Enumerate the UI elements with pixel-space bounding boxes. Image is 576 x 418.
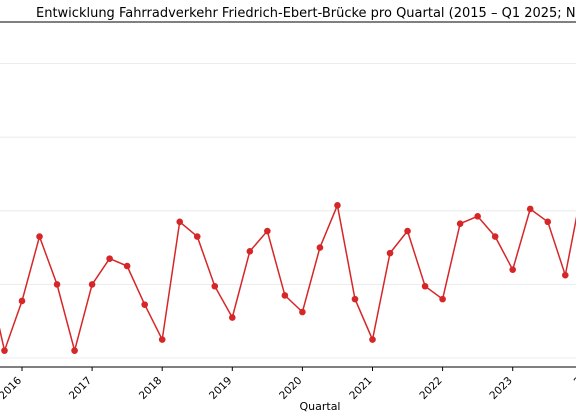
data-point	[491, 233, 499, 240]
data-point	[141, 301, 148, 308]
data-point	[421, 282, 429, 290]
data-point	[351, 295, 359, 303]
data-point	[106, 255, 113, 262]
data-point	[88, 281, 96, 288]
data-point	[193, 233, 201, 240]
series-1	[0, 201, 576, 354]
data-point	[176, 218, 184, 226]
x-axis-label: Quartal	[299, 400, 340, 413]
data-point	[281, 292, 289, 299]
data-point	[299, 308, 306, 316]
data-point	[211, 282, 219, 290]
data-point	[404, 227, 411, 235]
data-point	[229, 314, 236, 321]
x-tick-label: 2021	[347, 375, 374, 402]
data-point	[71, 347, 78, 354]
data-point	[526, 205, 534, 213]
data-point	[439, 295, 446, 303]
data-point	[18, 297, 26, 305]
data-point	[264, 227, 271, 235]
data-point	[544, 218, 552, 226]
chart-title: Entwicklung Fahrradverkehr Friedrich-Ebe…	[36, 6, 576, 21]
x-tick-label: 2019	[207, 375, 234, 402]
x-tick-label: 2017	[67, 375, 94, 402]
x-tick-label: 2023	[487, 375, 514, 402]
data-point	[334, 201, 341, 209]
data-point	[36, 233, 43, 240]
x-tick-label: 2022	[417, 375, 444, 402]
x-tick-label: 2018	[137, 375, 164, 402]
data-point	[369, 336, 376, 343]
data-point	[561, 271, 569, 279]
data-point	[456, 220, 464, 227]
plot-area-frame	[0, 21, 576, 368]
data-point	[158, 336, 166, 343]
grid-lines	[0, 63, 576, 359]
data-point	[386, 249, 394, 257]
data-point	[1, 347, 8, 354]
data-point	[474, 213, 481, 220]
x-tick-label: 2016	[0, 374, 24, 402]
data-point	[246, 247, 254, 255]
x-tick-label: 2	[572, 375, 576, 388]
x-tick-label: 2020	[277, 375, 304, 402]
data-point	[509, 266, 516, 273]
x-axis-ticks: 2016 2017 2018 2019 2020 2021 2022 2023 2	[0, 367, 576, 402]
series-line	[0, 202, 576, 354]
data-point	[123, 262, 131, 270]
data-point	[316, 244, 324, 251]
data-point	[53, 281, 61, 288]
